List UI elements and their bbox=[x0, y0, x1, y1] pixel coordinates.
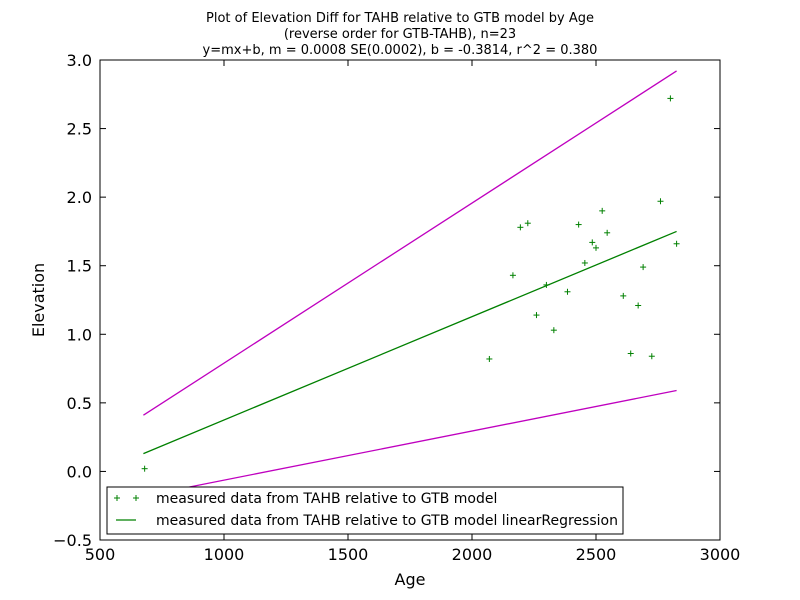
data-point-marker bbox=[589, 239, 596, 246]
regression-lines-layer bbox=[143, 70, 677, 497]
data-point-marker bbox=[141, 465, 148, 472]
chart-title-line-1: Plot of Elevation Diff for TAHB relative… bbox=[206, 11, 594, 26]
regression-line bbox=[143, 230, 677, 455]
y-tick-label: 3.0 bbox=[67, 51, 92, 70]
data-point-marker bbox=[543, 281, 550, 288]
y-axis-label: Elevation bbox=[29, 263, 48, 337]
data-point-marker bbox=[620, 292, 627, 299]
data-point-marker bbox=[581, 259, 588, 266]
scatter-points-layer bbox=[141, 95, 680, 472]
data-point-marker bbox=[673, 240, 680, 247]
legend-label-scatter: measured data from TAHB relative to GTB … bbox=[156, 491, 497, 507]
y-tick-label: 2.5 bbox=[67, 120, 92, 139]
y-tick-label: −0.5 bbox=[53, 531, 92, 550]
y-tick-label: 0.0 bbox=[67, 462, 92, 481]
y-tick-label: 0.5 bbox=[67, 394, 92, 413]
x-tick-label: 1000 bbox=[204, 545, 245, 564]
axis-ticks: 500 1000 1500 2000 2500 3000 −0.5 0.0 0.5 1.0 1.5 2… bbox=[53, 51, 740, 564]
x-tick-label: 1500 bbox=[328, 545, 369, 564]
data-point-marker bbox=[604, 229, 611, 236]
chart-title-line-2: (reverse order for GTB-TAHB), n=23 bbox=[284, 27, 516, 42]
data-point-marker bbox=[509, 272, 516, 279]
data-point-marker bbox=[640, 264, 647, 271]
x-axis-label: Age bbox=[395, 570, 426, 589]
data-point-marker bbox=[575, 221, 582, 228]
data-point-marker bbox=[667, 95, 674, 102]
data-point-marker bbox=[627, 350, 634, 357]
data-point-marker bbox=[517, 224, 524, 231]
data-point-marker bbox=[635, 302, 642, 309]
data-point-marker bbox=[564, 288, 571, 295]
data-point-marker bbox=[599, 207, 606, 214]
legend: measured data from TAHB relative to GTB … bbox=[106, 486, 624, 535]
data-point-marker bbox=[533, 312, 540, 319]
x-tick-label: 2000 bbox=[452, 545, 493, 564]
confidence-bound-line bbox=[143, 70, 677, 416]
confidence-bound-line bbox=[143, 389, 677, 497]
data-point-marker bbox=[524, 220, 531, 227]
x-tick-label: 3000 bbox=[700, 545, 741, 564]
y-tick-label: 1.0 bbox=[67, 325, 92, 344]
legend-marker-scatter bbox=[114, 495, 139, 501]
x-tick-label: 2500 bbox=[576, 545, 617, 564]
data-point-marker bbox=[486, 355, 493, 362]
data-point-marker bbox=[657, 198, 664, 205]
data-point-marker bbox=[648, 353, 655, 360]
x-tick-label: 500 bbox=[85, 545, 116, 564]
data-point-marker bbox=[550, 327, 557, 334]
y-tick-label: 1.5 bbox=[67, 257, 92, 276]
chart-title-line-3: y=mx+b, m = 0.0008 SE(0.0002), b = -0.38… bbox=[203, 43, 598, 58]
legend-box bbox=[106, 486, 624, 535]
plot-frame bbox=[99, 59, 721, 541]
data-point-marker bbox=[593, 244, 599, 251]
legend-label-regression: measured data from TAHB relative to GTB … bbox=[156, 513, 618, 529]
y-tick-label: 2.0 bbox=[67, 188, 92, 207]
